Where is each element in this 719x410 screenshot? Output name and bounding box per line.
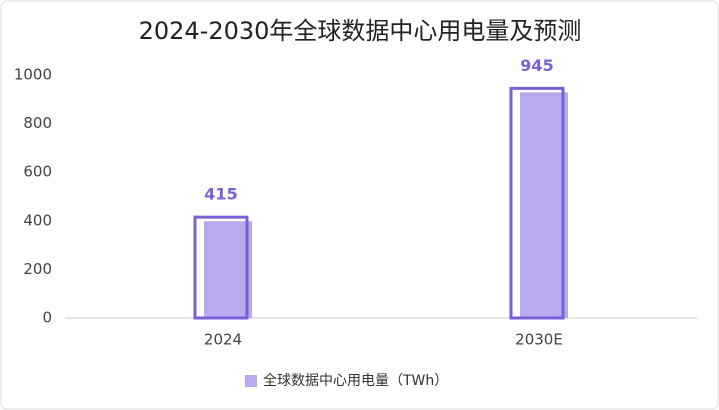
value-label: 945	[520, 56, 553, 75]
bar	[520, 92, 568, 319]
y-tick-label: 800	[23, 114, 52, 132]
x-tick-label: 2024	[204, 331, 242, 349]
y-tick-label: 1000	[14, 66, 52, 84]
chart-title: 2024-2030年全球数据中心用电量及预测	[139, 17, 582, 45]
legend-swatch	[245, 375, 257, 387]
y-tick-label: 400	[23, 211, 52, 229]
value-label: 415	[204, 185, 237, 204]
bar-outline	[509, 86, 565, 320]
y-tick-label: 0	[42, 309, 52, 327]
legend-label: 全球数据中心用电量（TWh）	[263, 372, 448, 389]
x-tick-label: 2030E	[515, 331, 563, 349]
y-tick-label: 200	[23, 260, 52, 278]
bar	[204, 221, 252, 318]
bar-outline	[193, 215, 249, 320]
y-tick-label: 600	[23, 163, 52, 181]
